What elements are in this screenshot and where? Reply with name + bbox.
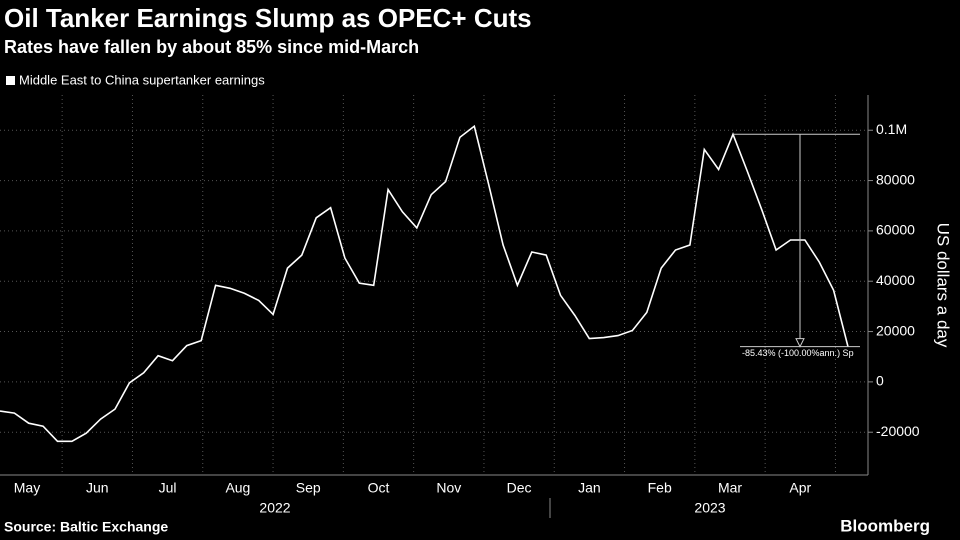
x-tick-label: Jan (578, 480, 601, 496)
year-label: 2022 (259, 500, 290, 516)
y-tick-label: 80000 (876, 171, 915, 187)
line (0, 124, 849, 443)
legend-swatch (6, 76, 15, 85)
x-tick-label: Oct (368, 480, 390, 496)
x-tick-label: Feb (648, 480, 672, 496)
source: Source: Baltic Exchange (4, 519, 168, 535)
x-tick-label: Apr (789, 480, 811, 496)
x-tick-label: Aug (225, 480, 250, 496)
y-tick-label: -20000 (876, 423, 920, 439)
annotation-arrow (795, 338, 805, 348)
x-tick-label: Mar (718, 480, 742, 496)
y-tick-label: 0 (876, 373, 884, 389)
annotation: -85.43% (-100.00%ann.) Sp (742, 348, 854, 358)
y-tick-label: 60000 (876, 222, 915, 238)
x-tick-label: Nov (436, 480, 461, 496)
y-tick-label: 20000 (876, 322, 915, 338)
x-tick-label: Jul (159, 480, 177, 496)
y-axis-label: US dollars a day (934, 223, 953, 348)
x-tick-label: May (14, 480, 40, 496)
x-tick-label: Dec (507, 480, 532, 496)
chart-subtitle: Rates have fallen by about 85% since mid… (4, 37, 419, 57)
y-tick-label: 0.1M (876, 121, 907, 137)
legend-label: Middle East to China supertanker earning… (19, 72, 265, 87)
chart-title: Oil Tanker Earnings Slump as OPEC+ Cuts (4, 3, 532, 33)
x-tick-label: Jun (86, 480, 109, 496)
year-label: 2023 (694, 500, 725, 516)
y-tick-label: 40000 (876, 272, 915, 288)
x-tick-label: Sep (296, 480, 321, 496)
brand: Bloomberg (840, 516, 930, 535)
